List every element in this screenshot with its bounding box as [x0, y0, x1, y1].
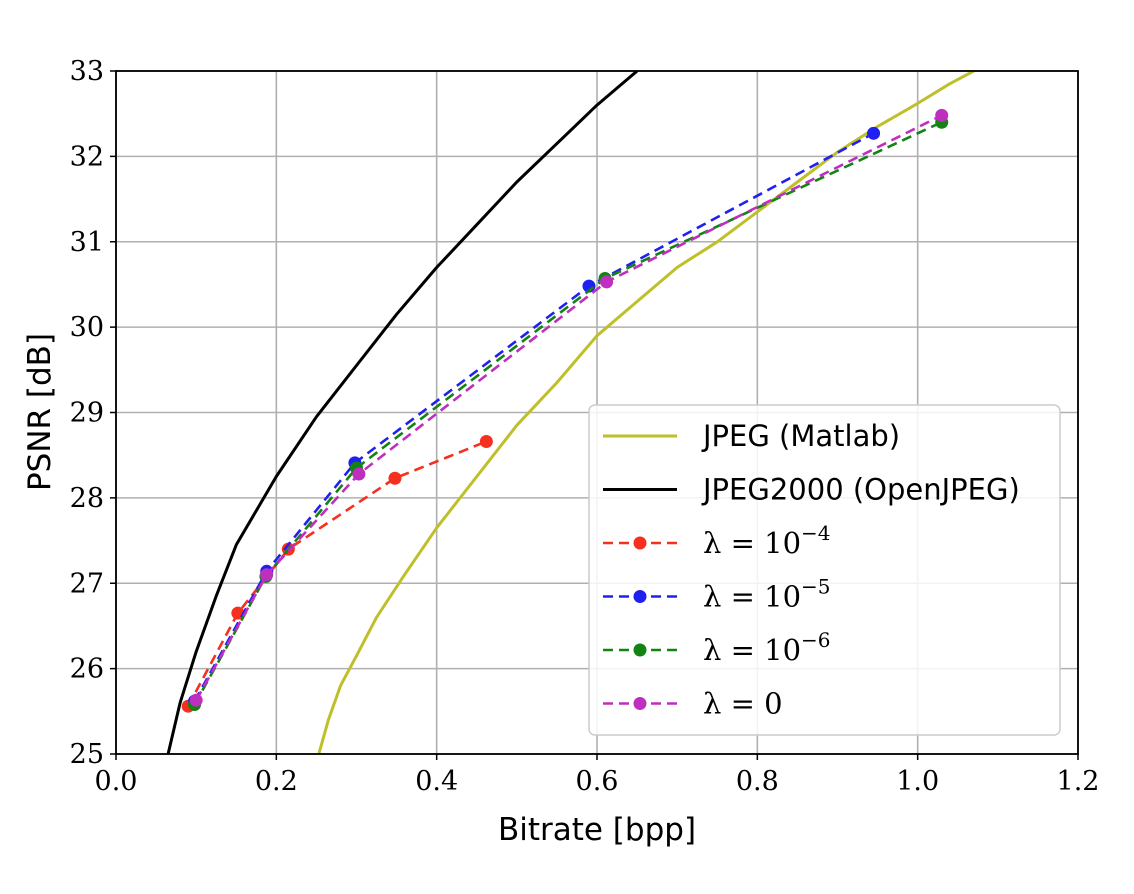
- y-tick-label: 26: [70, 654, 104, 685]
- x-tick-label: 0.4: [415, 766, 458, 797]
- legend-marker-2: [633, 536, 647, 550]
- y-tick-label: 29: [70, 398, 104, 429]
- legend-label-0: JPEG (Matlab): [701, 419, 900, 453]
- x-tick-label: 1.2: [1057, 766, 1100, 797]
- series-line-0: [317, 71, 975, 754]
- series-line-4: [193, 121, 943, 706]
- legend-label-3: λ = 10−5: [703, 575, 831, 614]
- legend-marker-3: [633, 590, 647, 603]
- data-point-5: [600, 275, 614, 289]
- y-tick-label: 33: [70, 56, 104, 87]
- legend-box: [588, 404, 1061, 736]
- legend-marker-4: [633, 643, 647, 657]
- series-layer: [166, 71, 975, 754]
- x-tick-label: 0.6: [576, 766, 619, 797]
- legend-label-2: λ = 10−4: [703, 521, 831, 560]
- series-line-2: [186, 440, 487, 707]
- x-axis-label: Bitrate [bpp]: [498, 812, 696, 848]
- legend-marker-5: [633, 697, 647, 710]
- series-line-1: [166, 71, 639, 754]
- data-point-5: [352, 467, 366, 481]
- y-axis-label: PSNR [dB]: [22, 333, 58, 491]
- legend: JPEG (Matlab) JPEG2000 (OpenJPEG) λ = 10−4…: [588, 404, 1061, 736]
- x-tick-label: 1.0: [896, 766, 939, 797]
- axis-ticks: 0.0 0.2 0.4 0.6 0.8 1.0 1.2 25 26 27 28 29 30 31 32 33: [70, 56, 1100, 797]
- x-tick-label: 0.8: [736, 766, 779, 797]
- data-point-3: [867, 126, 881, 140]
- legend-label-1: JPEG2000 (OpenJPEG): [701, 473, 1020, 507]
- y-tick-label: 30: [70, 312, 104, 343]
- x-tick-label: 0.0: [95, 766, 138, 797]
- y-tick-label: 27: [70, 568, 104, 599]
- y-tick-label: 32: [70, 141, 104, 172]
- x-tick-label: 0.2: [255, 766, 298, 797]
- data-point-5: [189, 693, 203, 707]
- data-point-5: [260, 568, 274, 582]
- data-point-2: [479, 435, 493, 449]
- y-tick-label: 28: [70, 483, 104, 514]
- y-tick-label: 31: [70, 227, 104, 258]
- y-tick-label: 25: [70, 739, 104, 770]
- legend-label-5: λ = 0: [703, 687, 783, 721]
- data-point-5: [935, 108, 949, 122]
- legend-label-4: λ = 10−6: [703, 628, 831, 667]
- data-point-2: [388, 471, 402, 485]
